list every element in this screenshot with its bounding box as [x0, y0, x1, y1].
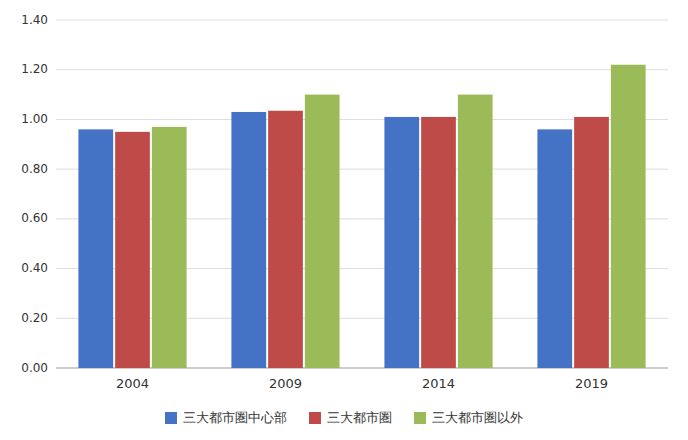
- bar: [305, 95, 340, 368]
- bar: [115, 132, 150, 368]
- y-axis: 0.00 0.20 0.40 0.60 0.80 1.00 1.20 1.40: [21, 13, 48, 375]
- x-tick-label: 2004: [116, 376, 149, 391]
- legend-item: 三大都市圏中心部: [165, 410, 287, 425]
- x-axis: 2004 2009 2014 2019: [116, 376, 608, 391]
- legend-swatch: [414, 412, 426, 424]
- legend: 三大都市圏中心部 三大都市圏 三大都市圏以外: [165, 410, 523, 425]
- bar: [574, 117, 609, 368]
- bar: [611, 65, 646, 368]
- bar: [458, 95, 493, 368]
- bar: [384, 117, 419, 368]
- y-tick-label: 1.00: [21, 112, 48, 126]
- x-tick-label: 2014: [422, 376, 455, 391]
- legend-swatch: [165, 412, 177, 424]
- bars: [78, 65, 645, 368]
- grid-line: [56, 69, 668, 70]
- bar: [537, 129, 572, 368]
- y-tick-label: 1.20: [21, 62, 48, 76]
- legend-label: 三大都市圏中心部: [183, 410, 287, 425]
- grid: [56, 20, 668, 368]
- legend-item: 三大都市圏以外: [414, 410, 523, 425]
- bar: [78, 129, 113, 368]
- y-tick-label: 0.00: [21, 361, 48, 375]
- y-tick-label: 0.80: [21, 162, 48, 176]
- y-tick-label: 0.40: [21, 261, 48, 275]
- y-tick-label: 1.40: [21, 13, 48, 27]
- bar: [268, 111, 303, 368]
- legend-label: 三大都市圏以外: [432, 410, 523, 425]
- legend-swatch: [309, 412, 321, 424]
- legend-item: 三大都市圏: [309, 410, 392, 425]
- bar: [421, 117, 456, 368]
- bar: [152, 127, 187, 368]
- y-tick-label: 0.60: [21, 211, 48, 225]
- x-tick-label: 2019: [575, 376, 608, 391]
- bar: [231, 112, 266, 368]
- y-tick-label: 0.20: [21, 311, 48, 325]
- x-tick-label: 2009: [269, 376, 302, 391]
- grid-line: [56, 20, 668, 21]
- chart: 0.00 0.20 0.40 0.60 0.80 1.00 1.20 1.40 2004 2009…: [0, 0, 688, 440]
- legend-label: 三大都市圏: [327, 410, 392, 425]
